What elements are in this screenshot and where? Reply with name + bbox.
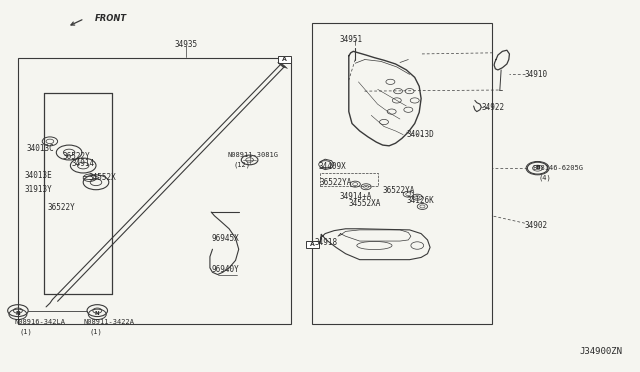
Text: 36522YA: 36522YA — [320, 178, 353, 187]
Text: 36522YA: 36522YA — [383, 186, 415, 195]
Text: 34013D: 34013D — [406, 130, 434, 139]
Text: 96940Y: 96940Y — [211, 265, 239, 274]
Text: 34552XA: 34552XA — [349, 199, 381, 208]
Text: 34918: 34918 — [315, 238, 338, 247]
Text: 34951: 34951 — [339, 35, 362, 44]
Bar — [306, 241, 319, 248]
Bar — [18, 58, 291, 324]
Bar — [278, 56, 291, 63]
Text: B08146-6205G: B08146-6205G — [532, 165, 584, 171]
Text: 34922: 34922 — [481, 103, 504, 112]
Text: B: B — [535, 164, 540, 170]
Text: 36522Y: 36522Y — [48, 203, 76, 212]
Text: 31913Y: 31913Y — [24, 185, 52, 194]
Text: J34900ZN: J34900ZN — [579, 347, 622, 356]
Text: N08916-342LA: N08916-342LA — [14, 319, 65, 325]
Text: (4): (4) — [539, 174, 552, 181]
Text: 34013C: 34013C — [27, 144, 54, 153]
Text: N08911-3422A: N08911-3422A — [83, 319, 134, 325]
Bar — [312, 23, 492, 324]
Text: A: A — [310, 242, 315, 247]
Text: 34910: 34910 — [525, 70, 548, 79]
Text: 34935: 34935 — [174, 40, 197, 49]
Text: (12): (12) — [234, 161, 251, 168]
Text: 34126K: 34126K — [406, 196, 434, 205]
Text: (1): (1) — [19, 328, 32, 335]
Text: 96945X: 96945X — [211, 234, 239, 243]
Text: (1): (1) — [90, 328, 102, 335]
Text: 34914: 34914 — [72, 159, 95, 168]
Text: 34409X: 34409X — [319, 162, 346, 171]
Text: N: N — [15, 311, 20, 316]
Text: 34552X: 34552X — [88, 173, 116, 182]
Text: N: N — [95, 311, 100, 316]
Text: 34013E: 34013E — [24, 171, 52, 180]
Text: 34914+A: 34914+A — [339, 192, 372, 201]
Bar — [320, 173, 378, 186]
Text: FRONT: FRONT — [95, 14, 127, 23]
Text: 36522Y: 36522Y — [63, 152, 90, 161]
Text: 34902: 34902 — [525, 221, 548, 230]
Text: N08911-3081G: N08911-3081G — [227, 153, 278, 158]
Text: A: A — [282, 57, 287, 62]
